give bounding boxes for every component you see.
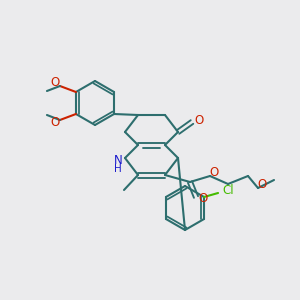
Text: H: H (114, 164, 122, 174)
Text: O: O (257, 178, 267, 190)
Text: O: O (198, 193, 208, 206)
Text: Cl: Cl (222, 184, 234, 197)
Text: O: O (50, 116, 60, 130)
Text: N: N (114, 154, 122, 167)
Text: O: O (194, 113, 204, 127)
Text: O: O (209, 167, 219, 179)
Text: O: O (50, 76, 60, 89)
